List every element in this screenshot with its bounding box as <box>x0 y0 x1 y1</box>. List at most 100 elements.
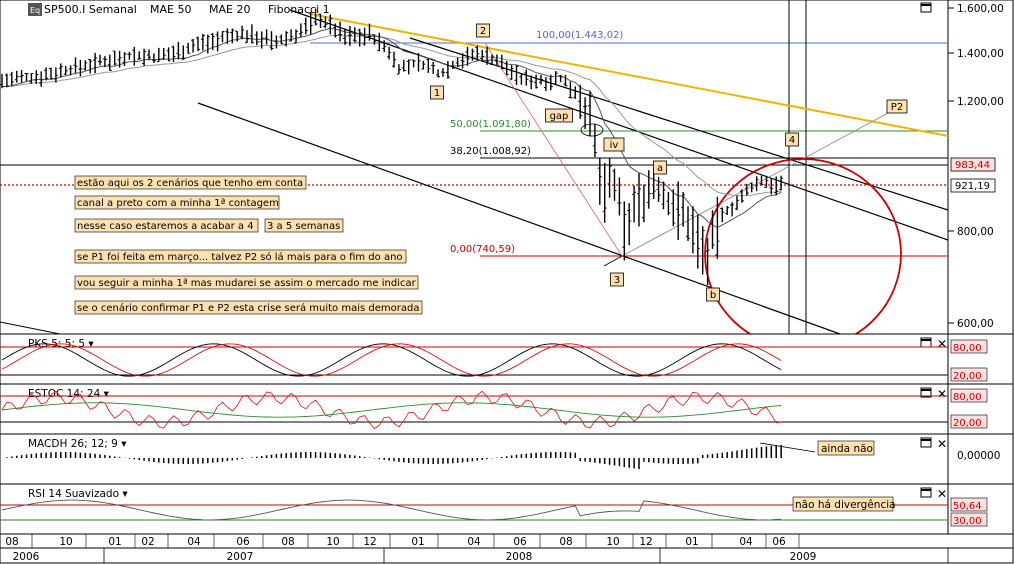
price-bar <box>534 74 539 89</box>
price-bar <box>274 35 279 49</box>
price-bar <box>49 67 53 80</box>
price-box-983 <box>950 157 996 172</box>
ma20-label[interactable]: MAE 20 <box>209 3 250 16</box>
note-box: 3 a 5 semanas <box>264 218 344 233</box>
note-text: nesse caso estaremos a acabar a 4 <box>77 221 254 232</box>
price-bar <box>401 59 406 72</box>
year-label: 2009 <box>790 551 817 563</box>
price-bar <box>514 65 519 86</box>
price-bar <box>240 25 245 40</box>
price-bar <box>445 60 450 79</box>
price-bar <box>210 33 215 50</box>
price-bar <box>597 158 602 205</box>
price-bar <box>151 53 156 63</box>
price-bar <box>490 54 494 66</box>
price-bar <box>328 14 333 35</box>
close-icon[interactable]: ✕ <box>937 437 947 451</box>
macd-note: ainda não <box>817 440 875 456</box>
price-bar <box>181 45 186 60</box>
wave-label-text: 4 <box>789 135 795 146</box>
osc-level-label: 20,00 <box>953 418 982 429</box>
price-bar <box>676 181 681 240</box>
price-bar <box>558 74 563 83</box>
fibonacci-label[interactable]: Fibonacci 1 <box>268 3 330 16</box>
price-bar <box>480 49 485 62</box>
price-bar <box>392 51 396 68</box>
price-bar <box>245 30 249 44</box>
price-bar <box>235 30 240 42</box>
instrument-title[interactable]: SP500.I Semanal <box>44 3 137 16</box>
panel-title[interactable]: RSI 14 Suavizado ▾ <box>28 488 128 500</box>
price-bar <box>705 237 710 286</box>
price-bar <box>690 206 695 254</box>
maximize-icon[interactable] <box>920 337 932 348</box>
oscillator-line <box>1 390 782 430</box>
price-bar <box>524 69 529 86</box>
price-tick-label: 1.400,00 <box>957 48 1004 60</box>
price-bar <box>681 191 686 227</box>
price-bar <box>632 185 637 223</box>
price-bar <box>58 63 63 78</box>
channel-middle-line <box>409 37 948 211</box>
price-bar <box>196 36 200 52</box>
price-bar <box>529 75 534 90</box>
red-circle <box>704 158 902 334</box>
wave-label-text: 1 <box>434 88 440 99</box>
price-bar <box>460 53 465 69</box>
wave-label: iv <box>603 137 625 152</box>
wave3-tick <box>603 255 623 267</box>
year-label: 2007 <box>227 551 254 563</box>
wave-label-text: P2 <box>891 102 903 113</box>
maximize-icon[interactable] <box>920 487 932 498</box>
oscillator-line <box>1 343 782 377</box>
maximize-icon[interactable] <box>920 437 932 448</box>
price-bar <box>553 71 558 86</box>
price-bar <box>406 59 411 75</box>
close-icon[interactable]: ✕ <box>937 487 947 501</box>
price-bar <box>230 28 235 44</box>
chart-header: Eq SP500.I Semanal MAE 50 MAE 20 Fibonac… <box>28 3 330 16</box>
price-bar <box>83 60 88 71</box>
price-bar <box>730 202 735 217</box>
price-bar <box>583 97 588 130</box>
ma50-label[interactable]: MAE 50 <box>150 3 191 16</box>
osc-level-label: 80,00 <box>953 343 982 354</box>
close-icon[interactable]: ✕ <box>937 387 947 401</box>
note-text: se o cenário confirmar P1 e P2 esta cris… <box>77 302 419 314</box>
month-label: 10 <box>326 536 339 548</box>
price-bar <box>592 123 597 158</box>
month-label: 04 <box>187 536 201 548</box>
maximize-icon[interactable] <box>920 2 932 13</box>
price-bar <box>73 57 78 74</box>
price-bar <box>313 8 318 26</box>
panel-title[interactable]: ESTOC 14; 24 ▾ <box>28 388 110 400</box>
price-bar <box>387 46 392 60</box>
price-bar <box>4 73 9 88</box>
price-bar <box>352 27 357 43</box>
wave-label-text: gap <box>550 111 569 122</box>
close-icon[interactable]: ✕ <box>937 337 947 351</box>
price-bar <box>509 65 514 81</box>
wave-label: gap <box>545 108 573 123</box>
price-bar <box>656 176 661 202</box>
price-bar <box>9 71 14 86</box>
mae50-line <box>2 35 782 197</box>
price-bar <box>450 60 455 69</box>
oscillator-panel: MACDH 26; 12; 9 ▾ ✕ 0,00000 ainda não <box>0 433 1014 485</box>
panel-title[interactable]: MACDH 26; 12; 9 ▾ <box>28 438 127 450</box>
month-label: 06 <box>513 536 527 548</box>
price-box-921-text: 921,19 <box>955 181 990 192</box>
price-tick: 800,00 <box>948 226 994 238</box>
price-bar <box>671 189 676 227</box>
price-bar <box>279 34 284 45</box>
price-bar <box>573 86 578 99</box>
price-bar <box>431 62 436 74</box>
price-bar <box>142 48 147 67</box>
price-bar <box>318 13 323 28</box>
price-bar <box>200 33 205 51</box>
maximize-icon[interactable] <box>920 387 932 398</box>
price-bar <box>44 67 49 81</box>
price-bar <box>323 16 328 29</box>
month-label: 08 <box>281 536 294 548</box>
price-bar <box>441 68 445 77</box>
